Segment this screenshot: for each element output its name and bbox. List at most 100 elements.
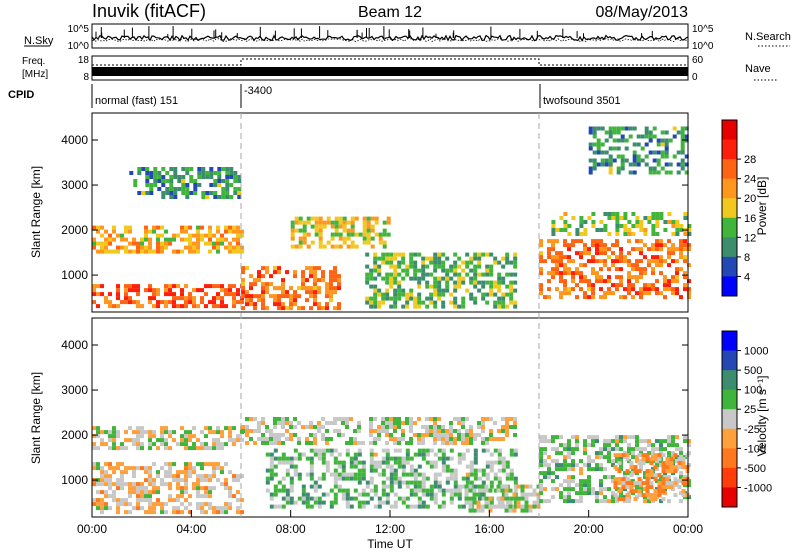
velocity-cell — [309, 468, 314, 473]
velocity-cell — [437, 480, 442, 485]
velocity-cell — [369, 425, 373, 429]
velocity-cell — [168, 482, 172, 487]
power-cell — [469, 276, 474, 281]
velocity-cell — [377, 437, 381, 441]
power-cell — [505, 260, 510, 265]
velocity-cell — [168, 494, 172, 499]
power-cell — [409, 292, 414, 297]
power-cell — [485, 280, 490, 285]
power-cell — [627, 220, 632, 224]
power-cell — [409, 276, 414, 281]
velocity-cell — [563, 443, 567, 448]
power-cell — [350, 224, 355, 229]
power-cell — [196, 304, 200, 309]
velocity-cell — [480, 488, 485, 493]
power-cell — [551, 259, 555, 264]
velocity-cell — [188, 466, 192, 471]
power-cell — [651, 255, 655, 260]
velocity-cell — [449, 448, 454, 453]
velocity-cell — [140, 446, 144, 451]
velocity-colorbar-swatch — [722, 409, 737, 430]
power-cell — [393, 304, 398, 309]
velocity-cell — [212, 474, 216, 479]
velocity-cell — [240, 474, 244, 479]
power-cell — [607, 212, 612, 216]
velocity-cell — [289, 433, 293, 437]
power-cell — [389, 272, 394, 277]
power-cell — [559, 279, 563, 284]
power-cell — [437, 284, 442, 289]
power-cell — [659, 259, 663, 264]
power-cell — [378, 236, 383, 241]
power-cell — [635, 259, 639, 264]
velocity-cell — [325, 441, 329, 445]
velocity-cell — [148, 434, 152, 439]
velocity-cell — [481, 429, 485, 433]
power-cell — [551, 220, 556, 224]
power-cell — [579, 271, 583, 276]
power-cell — [603, 212, 608, 216]
velocity-cell — [449, 488, 454, 493]
power-cell — [437, 280, 442, 285]
velocity-cell — [204, 462, 208, 467]
power-cell — [684, 162, 689, 167]
power-cell — [441, 288, 446, 293]
power-cell — [133, 179, 138, 183]
velocity-cell — [281, 433, 285, 437]
power-cell — [567, 243, 571, 248]
power-cell — [330, 224, 335, 229]
power-cell — [393, 292, 398, 297]
velocity-cell — [196, 474, 200, 479]
power-cell — [124, 225, 128, 230]
velocity-cell — [649, 469, 654, 474]
power-cell — [293, 294, 297, 299]
power-cell — [196, 225, 200, 230]
velocity-cell — [501, 417, 505, 421]
power-cell — [655, 263, 659, 268]
power-cell — [373, 264, 378, 269]
velocity-cell — [453, 472, 458, 477]
velocity-cell — [160, 426, 164, 431]
velocity-cell — [285, 472, 290, 477]
power-cell — [164, 245, 168, 250]
power-cell — [433, 276, 438, 281]
velocity-cell — [104, 442, 108, 447]
power-cell — [401, 268, 406, 273]
power-cell — [405, 296, 410, 301]
power-cell — [615, 232, 620, 236]
power-cell — [607, 287, 611, 292]
power-cell — [209, 171, 214, 175]
velocity-cell — [516, 496, 521, 501]
power-cell — [599, 247, 603, 252]
velocity-cell — [188, 446, 192, 451]
power-cell — [216, 229, 220, 234]
power-cell — [489, 272, 494, 277]
velocity-cell — [595, 439, 599, 444]
velocity-cell — [277, 504, 282, 509]
power-cell — [680, 134, 685, 139]
power-cell — [317, 302, 321, 307]
power-cell — [437, 264, 442, 269]
freq-right-tick-bottom: 0 — [692, 72, 698, 83]
velocity-cell — [289, 421, 293, 425]
velocity-cell — [559, 451, 563, 456]
power-cell — [374, 216, 379, 221]
velocity-cell — [437, 417, 441, 421]
power-cell — [509, 296, 514, 301]
power-cell — [229, 167, 234, 171]
velocity-cell — [232, 478, 236, 483]
velocity-cell — [208, 478, 212, 483]
velocity-cell — [369, 452, 374, 457]
power-cell — [237, 191, 242, 195]
power-cell — [445, 276, 450, 281]
cpid-segment-1: normal (fast) 151 — [95, 95, 178, 107]
velocity-cell — [465, 476, 470, 481]
velocity-cell — [559, 443, 563, 448]
power-cell — [317, 266, 321, 271]
power-cell — [177, 187, 182, 191]
power-cell — [623, 232, 628, 236]
velocity-cell — [493, 504, 498, 509]
power-cell — [184, 304, 188, 309]
power-cell — [409, 260, 414, 265]
velocity-cell — [96, 506, 100, 511]
